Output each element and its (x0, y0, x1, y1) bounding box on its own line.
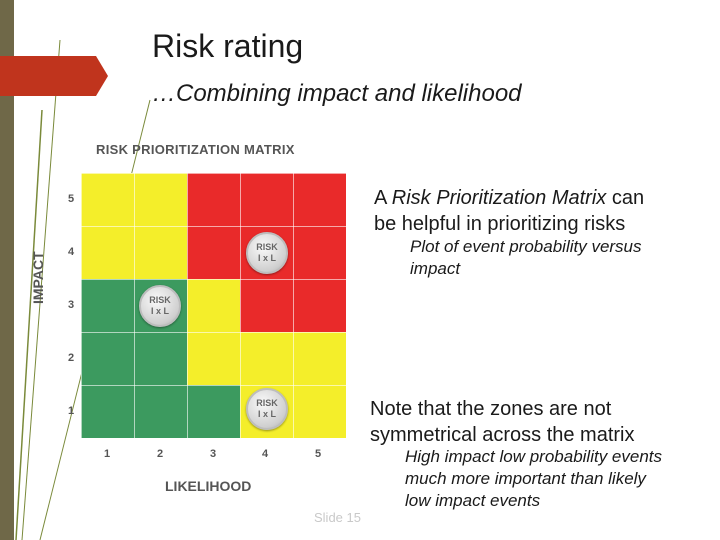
grid-line (134, 173, 135, 438)
grid-line (240, 173, 241, 438)
matrix-cell (134, 332, 187, 385)
grid-line (81, 173, 82, 438)
risk-badge-line2: I x L (257, 253, 276, 263)
sub1-line2: impact (410, 259, 461, 278)
bullet-zones-note: Note that the zones are not symmetrical … (370, 396, 635, 448)
y-tick-label: 4 (68, 246, 75, 258)
slide-subtitle: …Combining impact and likelihood (152, 80, 522, 107)
sub2-line1: High impact low probability events (405, 447, 663, 466)
risk-badge-line1: RISK (256, 242, 278, 252)
matrix-cell (187, 226, 240, 279)
y-tick-label: 3 (68, 299, 75, 311)
risk-badge-line1: RISK (149, 295, 171, 305)
y-tick-label: 5 (68, 193, 75, 205)
matrix-cell (240, 332, 293, 385)
grid-line (81, 438, 346, 439)
matrix-title: RISK PRIORITIZATION MATRIX (96, 142, 295, 157)
risk-badge-line1: RISK (256, 398, 278, 408)
risk-badge-line2: I x L (257, 409, 276, 419)
x-tick-label: 5 (315, 448, 322, 460)
x-tick-label: 3 (210, 448, 217, 460)
y-tick-label: 2 (68, 352, 75, 364)
grid-line (81, 332, 346, 333)
risk-badge: RISK I x L (139, 285, 181, 327)
risk-matrix-grid (81, 173, 347, 439)
grid-line (81, 226, 346, 227)
bullet1-line2: be helpful in prioritizing risks (374, 213, 626, 235)
risk-badge: RISK I x L (246, 388, 288, 430)
matrix-cell (81, 385, 134, 438)
matrix-cell (134, 173, 187, 226)
matrix-cell (81, 173, 134, 226)
matrix-cell (187, 385, 240, 438)
grid-line (81, 279, 346, 280)
matrix-cell (240, 173, 293, 226)
bullet1-post: can (606, 187, 645, 209)
matrix-cell (187, 279, 240, 332)
matrix-cell (81, 332, 134, 385)
matrix-cell (293, 332, 346, 385)
grid-line (81, 385, 346, 386)
sub2-line3: low impact events (405, 491, 541, 510)
risk-badge-line2: I x L (150, 306, 169, 316)
y-tick-label: 1 (68, 405, 75, 417)
risk-badge: RISK I x L (246, 232, 288, 274)
grid-line (187, 173, 188, 438)
grid-line (346, 173, 347, 438)
matrix-cell (293, 279, 346, 332)
matrix-cell (240, 279, 293, 332)
slide-number: Slide 15 (314, 510, 361, 525)
matrix-cell (293, 226, 346, 279)
matrix-cell (187, 332, 240, 385)
matrix-cell (134, 226, 187, 279)
left-decorative-strip (0, 0, 14, 540)
matrix-cell (81, 279, 134, 332)
x-tick-label: 2 (157, 448, 164, 460)
y-axis-label: IMPACT (30, 251, 46, 304)
matrix-cell (134, 385, 187, 438)
sub1-line1: Plot of event probability versus (410, 237, 642, 256)
grid-line (81, 173, 346, 174)
sub2-line2: much more important than likely (405, 469, 646, 488)
matrix-cell (81, 226, 134, 279)
x-tick-label: 4 (262, 448, 269, 460)
bullet-risk-matrix: A Risk Prioritization Matrix can be help… (374, 185, 644, 237)
bullet1-pre: A (374, 187, 392, 209)
bullet2-line1: Note that the zones are not (370, 398, 612, 420)
sub-bullet-plot: Plot of event probability versus impact (410, 236, 642, 280)
matrix-cell (293, 385, 346, 438)
x-axis-label: LIKELIHOOD (165, 478, 252, 494)
slide-title: Risk rating (152, 28, 304, 64)
matrix-cell (293, 173, 346, 226)
grid-line (293, 173, 294, 438)
sub-bullet-high-impact: High impact low probability events much … (405, 446, 715, 512)
x-tick-label: 1 (104, 448, 111, 460)
matrix-cell (187, 173, 240, 226)
bullet2-line2: symmetrical across the matrix (370, 424, 635, 446)
bullet1-italic: Risk Prioritization Matrix (391, 187, 607, 209)
title-accent-tab (0, 56, 108, 96)
